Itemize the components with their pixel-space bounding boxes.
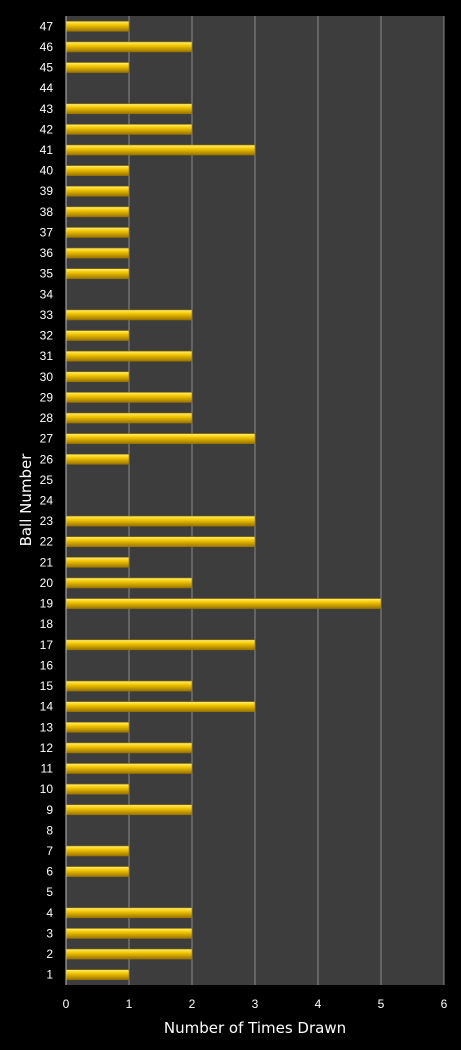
y-tick-label-18: 18 xyxy=(40,617,54,631)
y-tick-label-30: 30 xyxy=(40,370,54,384)
bar-ball-46 xyxy=(65,41,193,53)
y-tick-label-4: 4 xyxy=(46,906,53,920)
y-tick-label-26: 26 xyxy=(40,452,54,466)
gridlines xyxy=(128,16,445,985)
bar-ball-13 xyxy=(65,721,130,733)
x-tick-label-4: 4 xyxy=(315,997,322,1011)
y-tick-label-19: 19 xyxy=(40,597,54,611)
y-tick-label-14: 14 xyxy=(40,700,54,714)
bar-ball-42 xyxy=(65,124,193,135)
bar-ball-17 xyxy=(65,639,256,651)
bar-ball-28 xyxy=(65,412,193,424)
y-tick-label-28: 28 xyxy=(40,411,54,425)
x-tick-label-0: 0 xyxy=(63,997,70,1011)
y-tick-label-8: 8 xyxy=(46,823,53,837)
y-tick-label-47: 47 xyxy=(40,19,54,33)
y-tick-label-34: 34 xyxy=(40,287,54,301)
y-tick-label-1: 1 xyxy=(46,968,53,982)
bar-ball-45 xyxy=(65,62,130,73)
bar-ball-1 xyxy=(65,969,130,980)
y-tick-label-33: 33 xyxy=(40,308,54,322)
bar-ball-3 xyxy=(65,928,193,939)
y-tick-label-17: 17 xyxy=(40,638,54,652)
bar-ball-43 xyxy=(65,103,193,115)
y-tick-label-21: 21 xyxy=(40,555,54,569)
bar-ball-21 xyxy=(65,557,130,568)
y-tick-label-10: 10 xyxy=(40,782,54,796)
bar-ball-47 xyxy=(65,21,130,32)
x-tick-label-2: 2 xyxy=(189,997,196,1011)
y-tick-label-11: 11 xyxy=(41,762,54,776)
x-tick-label-6: 6 xyxy=(441,997,448,1011)
y-tick-label-13: 13 xyxy=(40,720,54,734)
y-tick-label-16: 16 xyxy=(40,658,54,672)
y-tick-label-2: 2 xyxy=(46,947,53,961)
x-tick-label-3: 3 xyxy=(252,997,259,1011)
y-tick-labels: 1234567891011121314151617181920212223242… xyxy=(40,19,54,981)
bar-ball-40 xyxy=(65,165,130,176)
bar-ball-4 xyxy=(65,907,193,919)
bar-ball-31 xyxy=(65,350,193,362)
x-axis-title: Number of Times Drawn xyxy=(164,1019,346,1037)
bar-ball-27 xyxy=(65,433,256,444)
y-tick-label-45: 45 xyxy=(40,61,54,75)
y-tick-label-22: 22 xyxy=(40,535,54,549)
y-tick-label-24: 24 xyxy=(40,494,54,508)
bar-ball-30 xyxy=(65,371,130,383)
bar-ball-23 xyxy=(65,515,256,527)
bar-ball-26 xyxy=(65,453,130,465)
bar-ball-14 xyxy=(65,701,256,712)
y-tick-label-15: 15 xyxy=(40,679,54,693)
bar-ball-2 xyxy=(65,948,193,960)
bar-ball-15 xyxy=(65,680,193,692)
bar-ball-32 xyxy=(65,330,130,341)
bar-ball-38 xyxy=(65,206,130,218)
y-tick-label-37: 37 xyxy=(40,225,54,239)
bar-ball-11 xyxy=(65,763,193,774)
y-tick-label-36: 36 xyxy=(40,246,54,260)
bar-ball-6 xyxy=(65,866,130,877)
y-tick-label-41: 41 xyxy=(40,143,54,157)
y-tick-label-27: 27 xyxy=(40,432,54,446)
y-tick-label-3: 3 xyxy=(46,926,53,940)
y-axis-title: Ball Number xyxy=(17,453,35,547)
y-tick-label-23: 23 xyxy=(40,514,54,528)
y-tick-label-43: 43 xyxy=(40,102,54,116)
bar-ball-39 xyxy=(65,185,130,197)
bar-ball-7 xyxy=(65,845,130,857)
y-tick-label-5: 5 xyxy=(46,885,53,899)
x-tick-labels: 0 1 2 3 4 5 6 xyxy=(63,997,448,1011)
bar-ball-19 xyxy=(65,598,382,609)
y-tick-label-32: 32 xyxy=(40,329,54,343)
y-tick-label-20: 20 xyxy=(40,576,54,590)
bar-ball-36 xyxy=(65,247,130,259)
bar-ball-22 xyxy=(65,536,256,548)
y-tick-label-7: 7 xyxy=(46,844,53,858)
y-tick-label-46: 46 xyxy=(40,40,54,54)
y-tick-label-29: 29 xyxy=(40,390,54,404)
y-tick-label-12: 12 xyxy=(40,741,54,755)
bar-ball-37 xyxy=(65,227,130,238)
x-tick-label-1: 1 xyxy=(126,997,133,1011)
bar-ball-20 xyxy=(65,577,193,589)
y-tick-label-40: 40 xyxy=(40,164,54,178)
y-tick-label-25: 25 xyxy=(40,473,54,487)
y-tick-label-6: 6 xyxy=(46,865,53,879)
bar-ball-35 xyxy=(65,268,130,280)
bar-ball-29 xyxy=(65,392,193,403)
y-tick-label-44: 44 xyxy=(40,81,54,95)
y-tick-label-38: 38 xyxy=(40,205,54,219)
bar-ball-12 xyxy=(65,742,193,754)
y-tick-label-42: 42 xyxy=(40,122,54,136)
bar-ball-10 xyxy=(65,783,130,795)
y-tick-label-31: 31 xyxy=(40,349,54,363)
bar-ball-33 xyxy=(65,309,193,321)
bar-ball-9 xyxy=(65,804,193,816)
bar-ball-41 xyxy=(65,144,256,156)
y-tick-label-39: 39 xyxy=(40,184,54,198)
y-tick-label-35: 35 xyxy=(40,267,54,281)
y-tick-label-9: 9 xyxy=(46,803,53,817)
x-tick-label-5: 5 xyxy=(378,997,385,1011)
